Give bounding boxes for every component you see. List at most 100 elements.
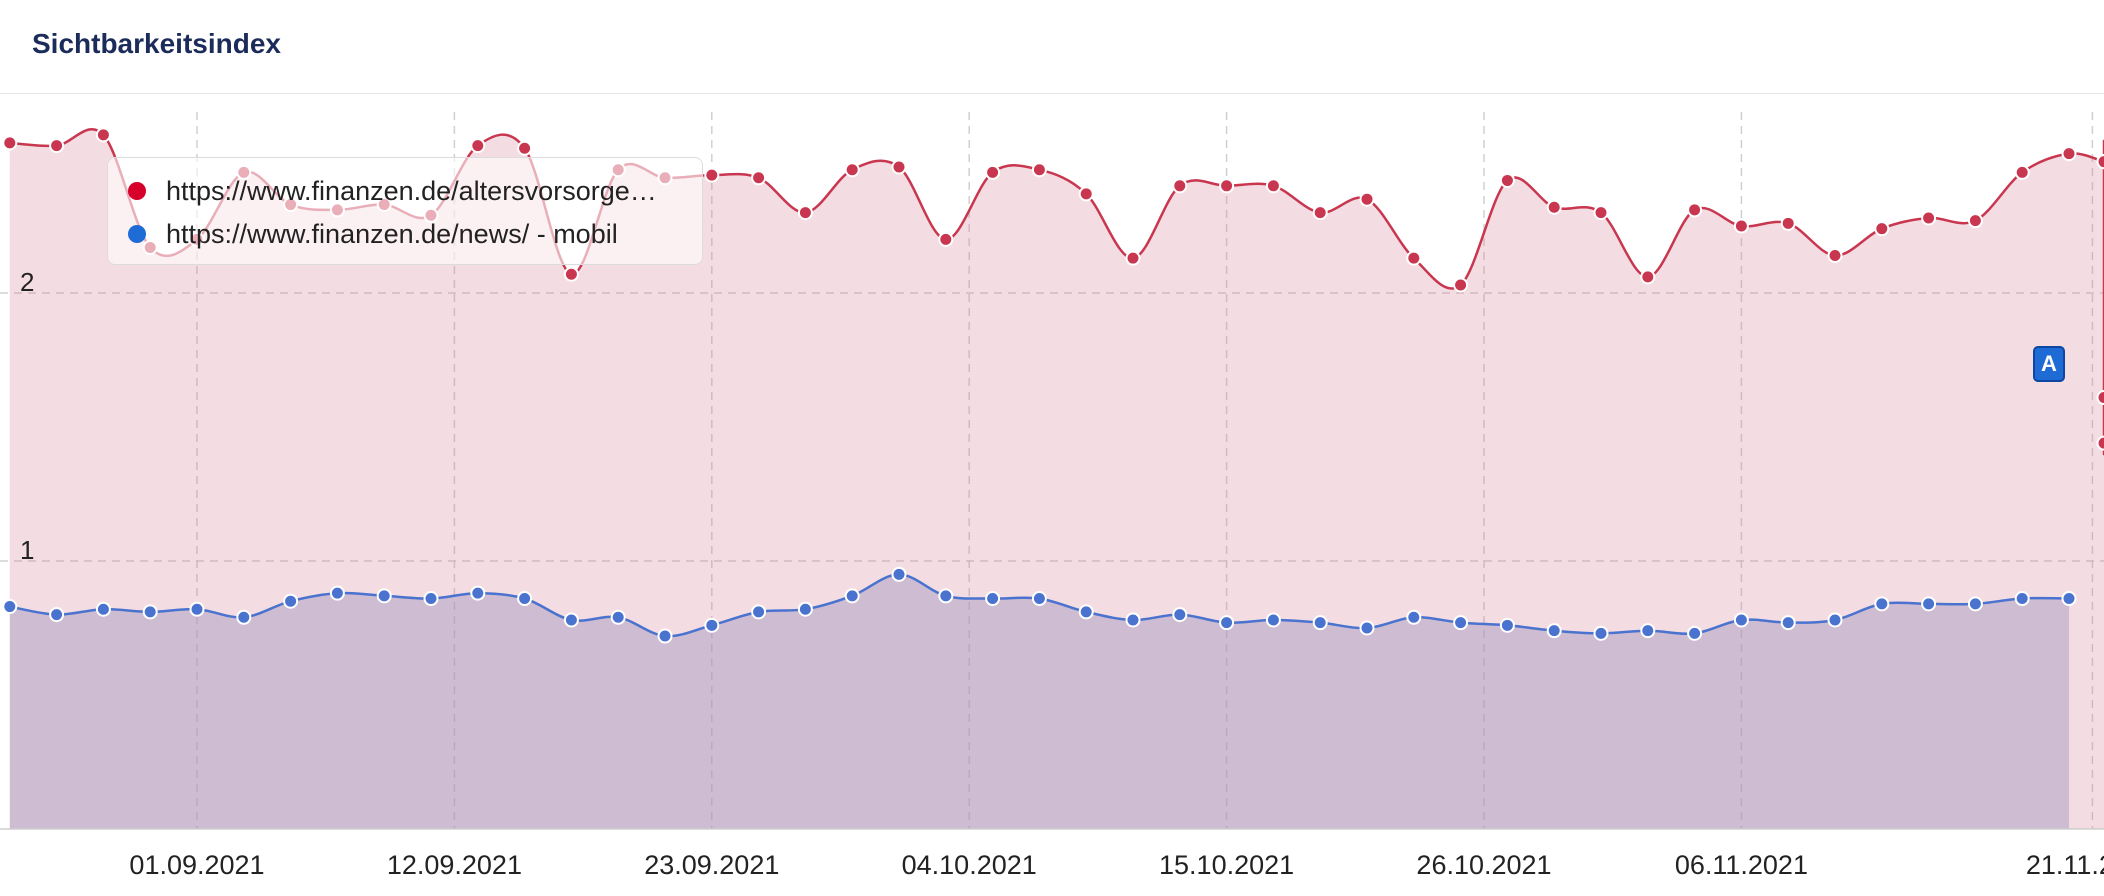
data-point-news-mobil	[2, 599, 18, 615]
data-point-news-mobil	[844, 588, 860, 604]
x-tick-label: 23.09.2021	[644, 850, 779, 880]
data-point-news-mobil	[1219, 615, 1235, 631]
data-point-altersvorsorge	[1546, 199, 1562, 215]
data-point-news-mobil	[1921, 596, 1937, 612]
data-point-altersvorsorge	[844, 162, 860, 178]
data-point-altersvorsorge	[1780, 215, 1796, 231]
data-point-news-mobil	[891, 566, 907, 582]
data-point-altersvorsorge	[1172, 178, 1188, 194]
data-point-altersvorsorge	[938, 231, 954, 247]
data-point-news-mobil	[1546, 623, 1562, 639]
data-point-news-mobil	[985, 591, 1001, 607]
data-point-news-mobil	[329, 585, 345, 601]
data-point-altersvorsorge	[1078, 186, 1094, 202]
data-point-news-mobil	[1967, 596, 1983, 612]
legend-item-news-mobil[interactable]: https://www.finanzen.de/news/ - mobil	[128, 214, 618, 254]
y-tick-label: 2	[20, 267, 34, 297]
data-point-news-mobil	[1687, 625, 1703, 641]
data-point-altersvorsorge	[1453, 277, 1469, 293]
data-point-news-mobil	[2014, 591, 2030, 607]
data-point-news-mobil	[517, 591, 533, 607]
x-tick-label: 15.10.2021	[1159, 850, 1294, 880]
data-point-news-mobil	[938, 588, 954, 604]
x-tick-label: 01.09.2021	[129, 850, 264, 880]
legend-item-altersvorsorge[interactable]: https://www.finanzen.de/altersvorsorge…	[128, 171, 657, 211]
data-point-news-mobil	[376, 588, 392, 604]
legend-label-altersvorsorge: https://www.finanzen.de/altersvorsorge…	[166, 175, 657, 206]
data-point-altersvorsorge	[2061, 146, 2077, 162]
data-point-altersvorsorge	[891, 159, 907, 175]
data-point-news-mobil	[236, 609, 252, 625]
data-point-news-mobil	[704, 617, 720, 633]
data-point-altersvorsorge	[1031, 162, 1047, 178]
chart-legend: https://www.finanzen.de/altersvorsorge… …	[107, 157, 703, 265]
data-point-news-mobil	[657, 628, 673, 644]
data-point-news-mobil	[2061, 591, 2077, 607]
data-point-altersvorsorge	[1125, 250, 1141, 266]
data-point-news-mobil	[1078, 604, 1094, 620]
data-point-news-mobil	[1359, 620, 1375, 636]
x-tick-label: 04.10.2021	[902, 850, 1037, 880]
data-point-news-mobil	[49, 607, 65, 623]
legend-dot-red	[128, 182, 146, 200]
x-tick-label: 21.11.2021	[2026, 850, 2104, 880]
data-point-altersvorsorge	[1967, 213, 1983, 229]
data-point-altersvorsorge	[1406, 250, 1422, 266]
data-point-altersvorsorge	[1640, 269, 1656, 285]
data-point-news-mobil	[1874, 596, 1890, 612]
data-point-news-mobil	[751, 604, 767, 620]
data-point-news-mobil	[1640, 623, 1656, 639]
x-tick-label: 12.09.2021	[387, 850, 522, 880]
data-point-news-mobil	[1031, 591, 1047, 607]
data-point-altersvorsorge	[985, 164, 1001, 180]
data-point-news-mobil	[142, 604, 158, 620]
data-point-altersvorsorge	[2096, 435, 2104, 451]
data-point-altersvorsorge	[563, 266, 579, 282]
data-point-altersvorsorge	[1219, 178, 1235, 194]
data-point-news-mobil	[95, 601, 111, 617]
data-point-altersvorsorge	[2014, 164, 2030, 180]
data-point-news-mobil	[1406, 609, 1422, 625]
data-point-altersvorsorge	[1827, 247, 1843, 263]
data-point-altersvorsorge	[1265, 178, 1281, 194]
data-point-news-mobil	[1172, 607, 1188, 623]
data-point-altersvorsorge	[2096, 390, 2104, 406]
data-point-altersvorsorge	[470, 138, 486, 154]
data-point-news-mobil	[797, 601, 813, 617]
data-point-news-mobil	[1827, 612, 1843, 628]
data-point-altersvorsorge	[1921, 210, 1937, 226]
data-point-altersvorsorge	[797, 205, 813, 221]
data-point-altersvorsorge	[2096, 154, 2104, 170]
data-point-news-mobil	[1780, 615, 1796, 631]
chart-title: Sichtbarkeitsindex	[32, 28, 281, 59]
data-point-altersvorsorge	[517, 140, 533, 156]
y-tick-label: 1	[20, 535, 34, 565]
data-point-altersvorsorge	[704, 167, 720, 183]
data-point-altersvorsorge	[1593, 205, 1609, 221]
data-point-news-mobil	[1733, 612, 1749, 628]
data-point-news-mobil	[563, 612, 579, 628]
data-point-altersvorsorge	[1359, 191, 1375, 207]
data-point-news-mobil	[283, 593, 299, 609]
data-point-news-mobil	[1499, 617, 1515, 633]
data-point-news-mobil	[1593, 625, 1609, 641]
data-point-news-mobil	[1453, 615, 1469, 631]
data-point-altersvorsorge	[1499, 172, 1515, 188]
legend-dot-blue	[128, 225, 146, 243]
data-point-altersvorsorge	[49, 138, 65, 154]
data-point-altersvorsorge	[95, 127, 111, 143]
data-point-altersvorsorge	[1687, 202, 1703, 218]
chart-axes: 1 2 01.09.2021 12.09.2021 23.09.2021 04.10.20…	[0, 267, 2104, 880]
data-point-altersvorsorge	[1312, 205, 1328, 221]
data-point-altersvorsorge	[751, 170, 767, 186]
event-marker-a[interactable]: A	[2033, 346, 2065, 382]
data-point-news-mobil	[1312, 615, 1328, 631]
data-point-news-mobil	[470, 585, 486, 601]
data-point-news-mobil	[1265, 612, 1281, 628]
data-point-news-mobil	[189, 601, 205, 617]
data-point-altersvorsorge	[1874, 221, 1890, 237]
data-point-news-mobil	[610, 609, 626, 625]
data-point-news-mobil	[1125, 612, 1141, 628]
